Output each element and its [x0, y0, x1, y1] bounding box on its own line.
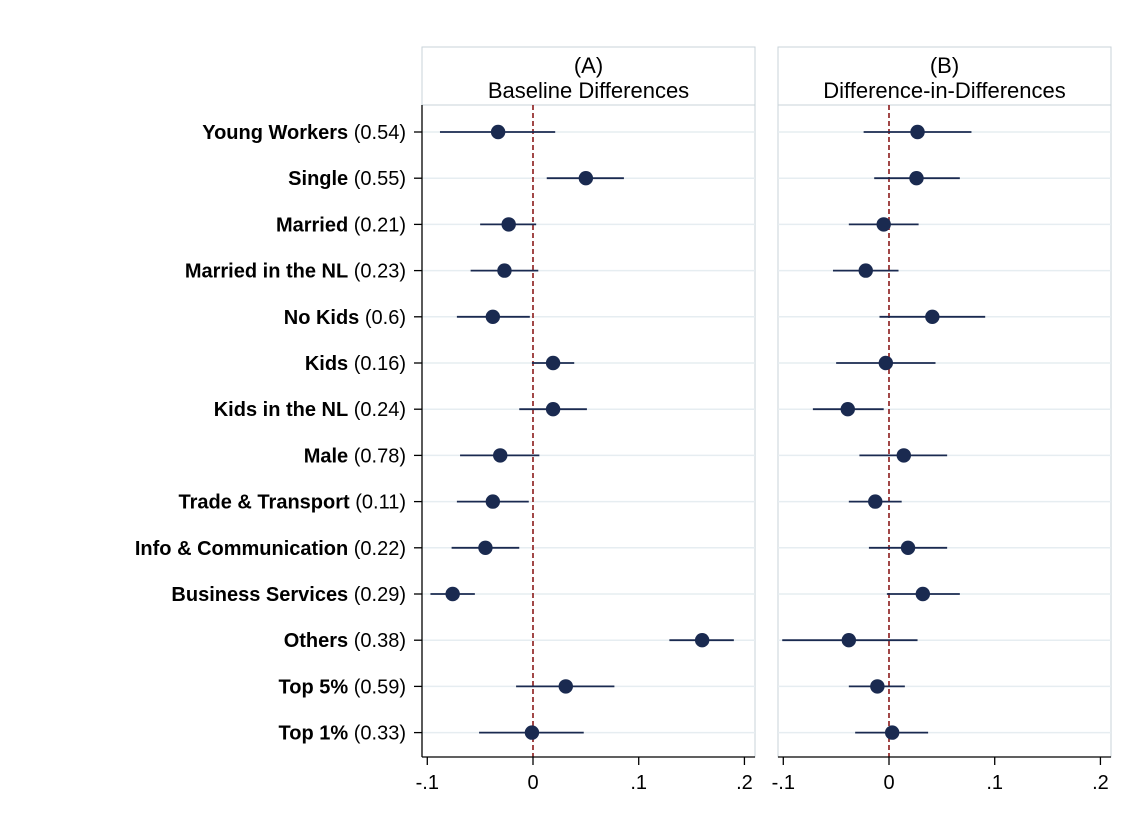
row-label-share: (0.29): [348, 584, 406, 606]
point-estimate: [915, 586, 931, 602]
point-estimate: [545, 402, 561, 417]
row-label-share: (0.59): [348, 676, 406, 698]
panel-a: (A)Baseline Differences -.1 0 .1 .2: [416, 46, 756, 794]
point-estimate: [478, 540, 493, 555]
point-estimate: [493, 448, 508, 463]
point-estimate: [485, 309, 501, 324]
point-estimate: [840, 402, 855, 417]
row-label: Kids in the NL (0.24): [214, 399, 406, 421]
row-label-name: Kids in the NL: [214, 399, 348, 421]
row-label-share: (0.24): [348, 399, 406, 421]
point-estimate: [485, 494, 501, 509]
panel-title: Baseline Differences: [488, 78, 689, 103]
point-estimate: [900, 540, 916, 555]
point-estimate: [909, 171, 924, 186]
plot-frame: [777, 104, 1112, 758]
row-label: Married in the NL (0.23): [185, 261, 406, 283]
row-label-name: Info & Communication: [135, 538, 348, 560]
x-tick-label: .2: [736, 772, 753, 794]
row-label-name: Young Workers: [202, 122, 348, 144]
x-tick-label: .1: [630, 772, 647, 794]
panel-header-box: [421, 46, 756, 106]
point-estimate: [878, 355, 894, 371]
panel-letter: (B): [930, 53, 959, 78]
panel-title: Difference-in-Differences: [823, 78, 1066, 103]
point-estimate: [884, 725, 900, 740]
row-label-share: (0.11): [350, 492, 406, 514]
point-estimate: [694, 633, 710, 648]
row-label-name: Kids: [305, 353, 348, 375]
row-label: Others (0.38): [284, 630, 406, 652]
x-tick-label: -.1: [772, 772, 795, 794]
row-label-share: (0.21): [348, 214, 406, 236]
x-tick-label: -.1: [416, 772, 439, 794]
panels: (A)Baseline Differences-.1 0.1.2(B)Differ…: [416, 46, 1112, 794]
point-estimate: [524, 725, 540, 740]
point-estimate: [896, 448, 911, 463]
point-estimate: [870, 679, 885, 694]
row-label-name: Top 1%: [279, 723, 349, 745]
row-label: Business Services (0.29): [171, 584, 406, 606]
point-estimate: [578, 171, 594, 186]
x-tick-label: 0: [527, 772, 538, 794]
row-label-name: Single: [288, 168, 348, 190]
point-estimate: [876, 217, 891, 232]
row-label-name: Top 5%: [279, 676, 349, 698]
row-label-share: (0.38): [348, 630, 406, 652]
panel-header-box: [777, 46, 1112, 106]
point-estimate: [445, 586, 460, 602]
row-label-name: Male: [304, 445, 348, 467]
x-tick-label: .1: [986, 772, 1003, 794]
row-label-share: (0.33): [348, 723, 406, 745]
point-estimate: [925, 309, 940, 324]
point-estimate: [497, 263, 512, 278]
row-label-share: (0.6): [359, 307, 406, 329]
row-label: Top 1% (0.33): [279, 723, 406, 745]
point-estimate: [545, 355, 561, 371]
row-label-name: Others: [284, 630, 348, 652]
row-label: Male (0.78): [304, 445, 406, 467]
point-estimate: [490, 124, 506, 140]
panel-letter: (A): [574, 53, 603, 78]
row-label: No Kids (0.6): [284, 307, 406, 329]
point-estimate: [858, 263, 873, 278]
plot-frame: [421, 104, 756, 758]
point-estimate: [841, 633, 857, 648]
row-label-share: (0.22): [348, 538, 406, 560]
point-estimate: [501, 217, 516, 232]
panel-b: (B)Difference-in-Differences -.1 0 .1 .2: [772, 46, 1112, 794]
row-label: Info & Communication (0.22): [135, 538, 406, 560]
row-label: Trade & Transport (0.11): [179, 492, 406, 514]
point-estimate: [910, 124, 925, 140]
row-labels: Young Workers (0.54) Single (0.55) Married…: [135, 122, 422, 745]
row-label: Top 5% (0.59): [279, 676, 406, 698]
x-tick-label: .2: [1092, 772, 1109, 794]
row-label: Young Workers (0.54): [202, 122, 406, 144]
row-label-share: (0.55): [348, 168, 406, 190]
row-label-share: (0.23): [348, 261, 406, 283]
row-label-name: Business Services: [171, 584, 348, 606]
row-label-share: (0.54): [348, 122, 406, 144]
point-estimate: [558, 679, 573, 694]
row-label-share: (0.16): [348, 353, 406, 375]
row-label-share: (0.78): [348, 445, 406, 467]
row-label: Married (0.21): [276, 214, 406, 236]
row-label-name: Married: [276, 214, 348, 236]
row-label: Single (0.55): [288, 168, 406, 190]
row-label: Kids (0.16): [305, 353, 406, 375]
row-label-name: Trade & Transport: [179, 492, 350, 514]
x-tick-label: 0: [883, 772, 894, 794]
row-label-name: Married in the NL: [185, 261, 348, 283]
point-estimate: [868, 494, 883, 509]
row-label-name: No Kids: [284, 307, 360, 329]
